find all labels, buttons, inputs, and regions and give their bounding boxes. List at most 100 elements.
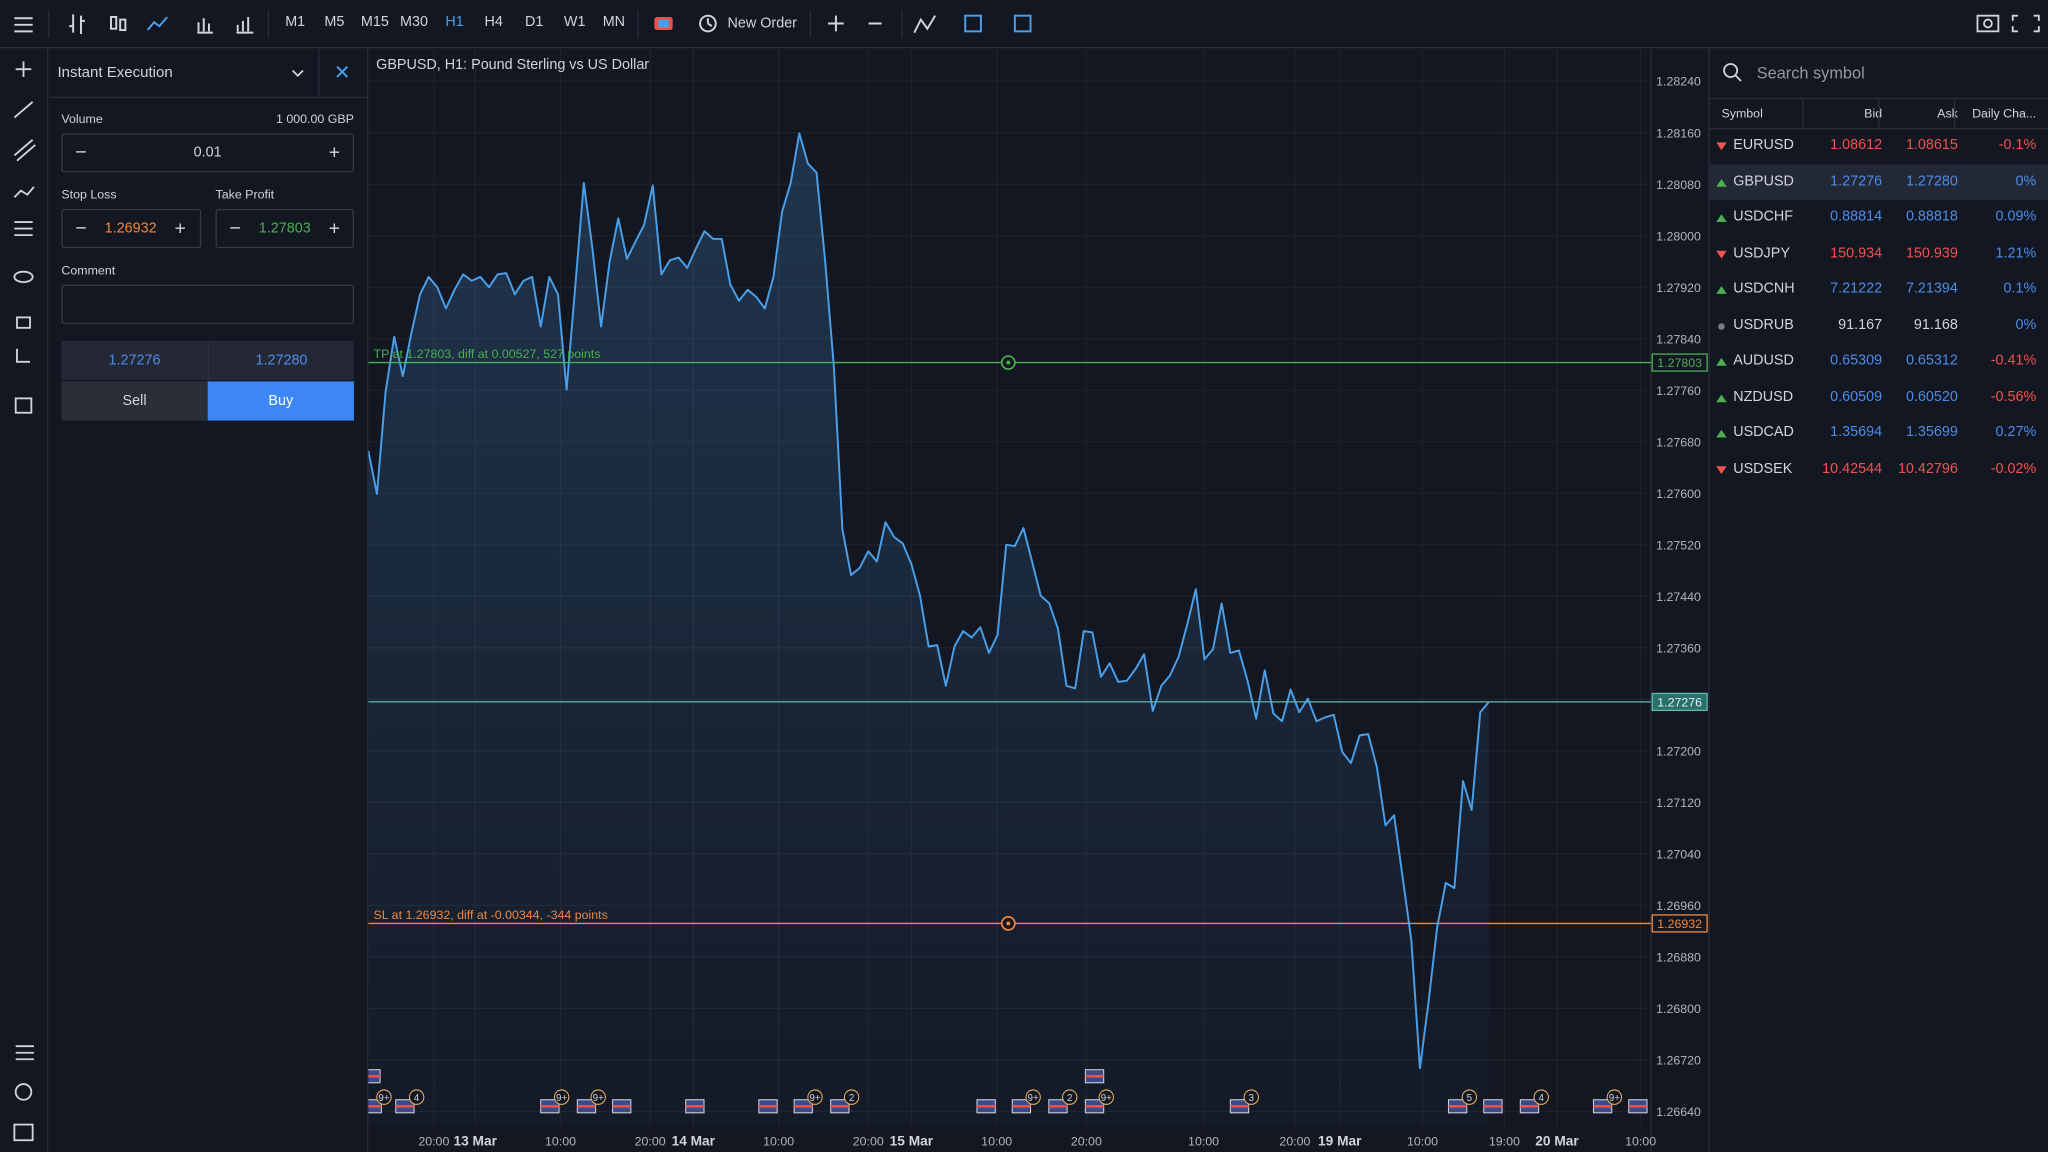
- column-header: Ask: [1937, 107, 1958, 122]
- watchlist-row[interactable]: USDCAD 1.35694 1.35699 0.27%: [1710, 415, 2048, 450]
- buy-button[interactable]: Buy: [207, 381, 354, 421]
- watchlist-row[interactable]: GBPUSD 1.27276 1.27280 0%: [1709, 163, 2048, 200]
- volume-input[interactable]: [61, 133, 354, 173]
- watchlist-row[interactable]: NZDUSD 0.60509 0.60520 -0.56%: [1710, 379, 2048, 414]
- event-badge: [553, 1089, 570, 1105]
- event-badge: [1606, 1089, 1623, 1105]
- watchlist-row[interactable]: USDCNH 7.21222 7.21394 0.1%: [1710, 272, 2048, 307]
- daily-change: -0.56%: [1990, 388, 2037, 405]
- timeframe-button[interactable]: MN: [602, 14, 626, 31]
- price-chart: 1.28240 1.28160 1.28080 1.28000 1.27920 1.278…: [368, 49, 1708, 1152]
- timeframe-button[interactable]: M5: [324, 14, 345, 31]
- x-tick-label: 13 Mar: [453, 1133, 497, 1148]
- event-badge-text: 2: [1067, 1093, 1072, 1104]
- event-badge-text: 9+: [1028, 1093, 1039, 1104]
- event-badge-text: 9+: [1101, 1093, 1112, 1104]
- watchlist-row[interactable]: USDRUB 91.167 91.168 0%: [1710, 308, 2048, 343]
- watchlist-row[interactable]: AUDUSD 0.65309 0.65312 -0.41%: [1710, 344, 2048, 379]
- event-flag-stripe: [685, 1104, 704, 1108]
- daily-change: 0.09%: [1995, 208, 2037, 225]
- stop-loss-tag: [1651, 914, 1708, 933]
- panel-header-icons: [291, 48, 349, 98]
- volume-increase[interactable]: +: [328, 141, 341, 164]
- timeframe-button[interactable]: M15: [360, 14, 389, 31]
- x-tick-label: 10:00: [981, 1134, 1012, 1148]
- order-panel: Instant Execution Volume 1 000.00 GBP − …: [49, 48, 369, 1152]
- x-tick-label: 10:00: [545, 1134, 576, 1148]
- new-order-button[interactable]: New Order: [727, 15, 797, 32]
- sell-button[interactable]: Sell: [61, 381, 208, 421]
- comment-input[interactable]: [61, 284, 354, 324]
- bid: 1.08612: [1830, 137, 1883, 153]
- price-line: [368, 132, 1490, 1070]
- event-badge-text: 5: [1467, 1093, 1473, 1104]
- ask: 0.65312: [1905, 352, 1958, 369]
- stop-loss-tag-text: 1.26932: [1657, 917, 1702, 931]
- stop-loss-input[interactable]: [61, 208, 202, 249]
- watchlist-row[interactable]: USDCHF 0.88814 0.88818 0.09%: [1710, 200, 2048, 235]
- watchlist-row[interactable]: EURUSD 1.08612 1.08615 -0.1%: [1710, 128, 2048, 163]
- event-badge-text: 4: [414, 1093, 420, 1104]
- volume-amount: 1 000.00 GBP: [275, 112, 354, 127]
- y-tick-label: 1.27360: [1656, 641, 1701, 655]
- event-badge-text: 9+: [809, 1093, 820, 1104]
- search-input[interactable]: Search symbol: [1756, 63, 1865, 83]
- column-divider: [1953, 99, 1956, 128]
- y-tick-label: 1.26800: [1656, 1002, 1701, 1016]
- trend-icon: [1716, 250, 1727, 258]
- event-flag-stripe: [1230, 1104, 1249, 1108]
- stop-loss-label: SL at 1.26932, diff at -0.00344, -344 po…: [374, 908, 608, 922]
- watchlist-row[interactable]: USDSEK 10.42544 10.42796 -0.02%: [1710, 451, 2048, 486]
- trend-shape: [1716, 142, 1727, 151]
- y-tick-label: 1.27520: [1656, 538, 1701, 552]
- x-tick-label: 10:00: [763, 1134, 794, 1148]
- event-flag-stripe: [1048, 1104, 1068, 1108]
- trend-icon: [1718, 322, 1725, 330]
- take-profit-label: Take Profit: [215, 188, 275, 203]
- stop-loss-decrease[interactable]: −: [75, 217, 87, 240]
- trend-shape: [1718, 322, 1725, 330]
- trend-shape: [1716, 286, 1727, 294]
- column-header: Daily Cha...: [1972, 107, 2037, 122]
- timeframe-button[interactable]: H1: [445, 14, 464, 31]
- timeframe-button[interactable]: M1: [285, 14, 306, 31]
- divider: [1708, 48, 1710, 1152]
- column-header: Bid: [1864, 107, 1883, 122]
- trend-shape: [1716, 357, 1727, 366]
- watchlist-row[interactable]: USDJPY 150.934 150.939 1.21%: [1710, 236, 2048, 271]
- timeframe-button[interactable]: M30: [400, 14, 429, 31]
- left-sidebar: [0, 48, 49, 1152]
- timeframe-button[interactable]: W1: [563, 14, 586, 31]
- daily-change: -0.02%: [1990, 460, 2037, 477]
- ask: 10.42796: [1897, 460, 1958, 477]
- take-profit-increase[interactable]: +: [328, 217, 341, 240]
- symbol: USDSEK: [1733, 460, 1793, 477]
- bid: 1.27276: [1830, 173, 1883, 189]
- stop-loss-handle-dot: [1006, 921, 1011, 926]
- bid: 150.934: [1830, 244, 1883, 261]
- trend-shape: [1716, 214, 1727, 223]
- stop-loss-increase[interactable]: +: [174, 217, 186, 240]
- event-flag-stripe: [758, 1104, 778, 1108]
- y-tick-label: 1.28080: [1656, 178, 1701, 192]
- volume-decrease[interactable]: −: [75, 141, 87, 164]
- event-badge: [1461, 1089, 1478, 1105]
- event-badge: [376, 1089, 392, 1105]
- y-tick-label: 1.28160: [1656, 126, 1701, 140]
- y-tick-label: 1.28000: [1656, 229, 1701, 243]
- bid-tag: [1651, 692, 1708, 712]
- take-profit-input[interactable]: [215, 208, 354, 249]
- bid: 91.167: [1838, 316, 1883, 333]
- take-profit-handle-dot: [1006, 360, 1011, 365]
- take-profit-decrease[interactable]: −: [229, 217, 241, 240]
- stop-loss-label: Stop Loss: [61, 188, 117, 203]
- trend-icon: [1716, 142, 1727, 151]
- trend-shape: [1716, 465, 1727, 474]
- ask: 0.88818: [1905, 208, 1958, 225]
- timeframe-button[interactable]: D1: [525, 14, 544, 31]
- ask: 150.939: [1905, 244, 1958, 261]
- y-tick-label: 1.27680: [1656, 435, 1701, 449]
- ask: 7.21394: [1905, 280, 1958, 297]
- event-flag-stripe: [368, 1074, 381, 1078]
- timeframe-button[interactable]: H4: [484, 14, 503, 31]
